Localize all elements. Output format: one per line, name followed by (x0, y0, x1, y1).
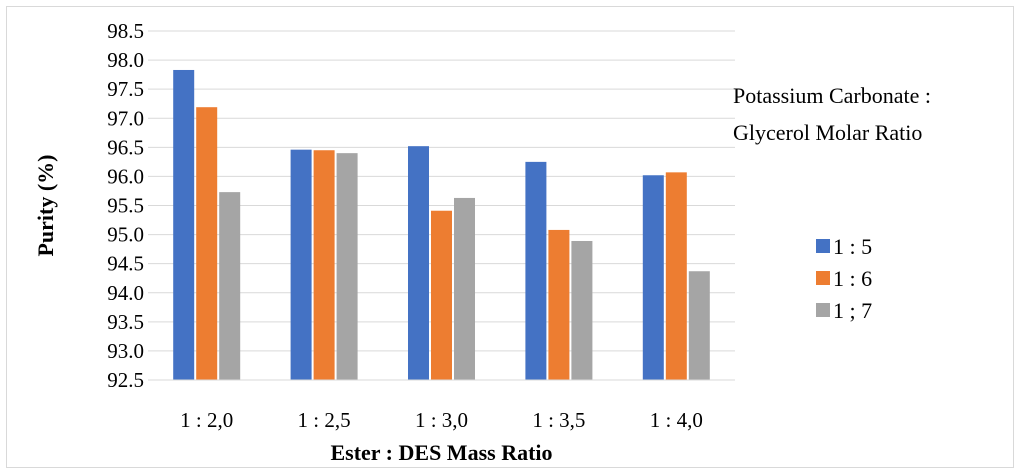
legend-label: 1 : 5 (833, 234, 872, 259)
chart-area: 92.5 93.0 93.5 94.0 94.5 95.0 95.5 96.0 96.5 97.0… (6, 6, 1014, 468)
x-tick-label: 1 : 2,5 (298, 408, 351, 432)
x-axis-title: Ester : DES Mass Ratio (330, 440, 552, 465)
y-tick-label: 92.5 (107, 368, 144, 392)
y-tick-label: 93.5 (107, 310, 144, 334)
x-tick-label: 1 : 4,0 (650, 408, 703, 432)
y-axis-ticks: 92.5 93.0 93.5 94.0 94.5 95.0 95.5 96.0 96.5 97.0… (107, 19, 144, 392)
legend-label: 1 ; 7 (833, 298, 872, 323)
legend-swatch (816, 239, 830, 253)
x-tick-label: 1 : 3,5 (532, 408, 585, 432)
bar-chart: 92.5 93.0 93.5 94.0 94.5 95.0 95.5 96.0 96.5 97.0… (33, 19, 931, 465)
y-tick-label: 94.5 (107, 252, 144, 276)
bar (642, 175, 664, 380)
y-tick-label: 98.0 (107, 48, 144, 72)
bars (173, 69, 710, 380)
bar (454, 197, 475, 380)
bar (665, 172, 687, 380)
y-tick-label: 96.0 (107, 164, 144, 188)
y-tick-label: 94.0 (107, 281, 144, 305)
bar (290, 149, 312, 380)
legend-title-line-1: Potassium Carbonate : (733, 83, 931, 108)
legend-items: 1 : 5 1 : 6 1 ; 7 (816, 234, 872, 323)
bar (173, 69, 195, 380)
bar (408, 146, 429, 380)
x-axis-ticks: 1 : 2,0 1 : 2,5 1 : 3,0 1 : 3,5 1 : 4,0 (180, 408, 703, 432)
y-tick-label: 93.0 (107, 339, 144, 363)
x-tick-label: 1 : 2,0 (180, 408, 233, 432)
bar (219, 192, 241, 380)
legend-swatch (816, 271, 830, 285)
bar (688, 271, 710, 380)
legend-title-line-2: Glycerol Molar Ratio (733, 120, 922, 145)
bar (313, 150, 335, 380)
bar (431, 210, 452, 380)
bar (548, 229, 570, 380)
legend-swatch (816, 303, 830, 317)
legend: Potassium Carbonate : Glycerol Molar Rat… (733, 83, 931, 323)
y-tick-label: 96.5 (107, 135, 144, 159)
y-tick-label: 98.5 (107, 19, 144, 43)
legend-label: 1 : 6 (833, 266, 872, 291)
y-tick-label: 97.5 (107, 77, 144, 101)
bar (525, 161, 547, 380)
x-tick-label: 1 : 3,0 (415, 408, 468, 432)
y-tick-label: 95.0 (107, 223, 144, 247)
y-axis-title: Purity (%) (33, 154, 58, 256)
y-tick-label: 95.5 (107, 194, 144, 218)
bar (196, 107, 218, 380)
bar (571, 240, 593, 380)
bar (336, 153, 358, 380)
y-tick-label: 97.0 (107, 106, 144, 130)
